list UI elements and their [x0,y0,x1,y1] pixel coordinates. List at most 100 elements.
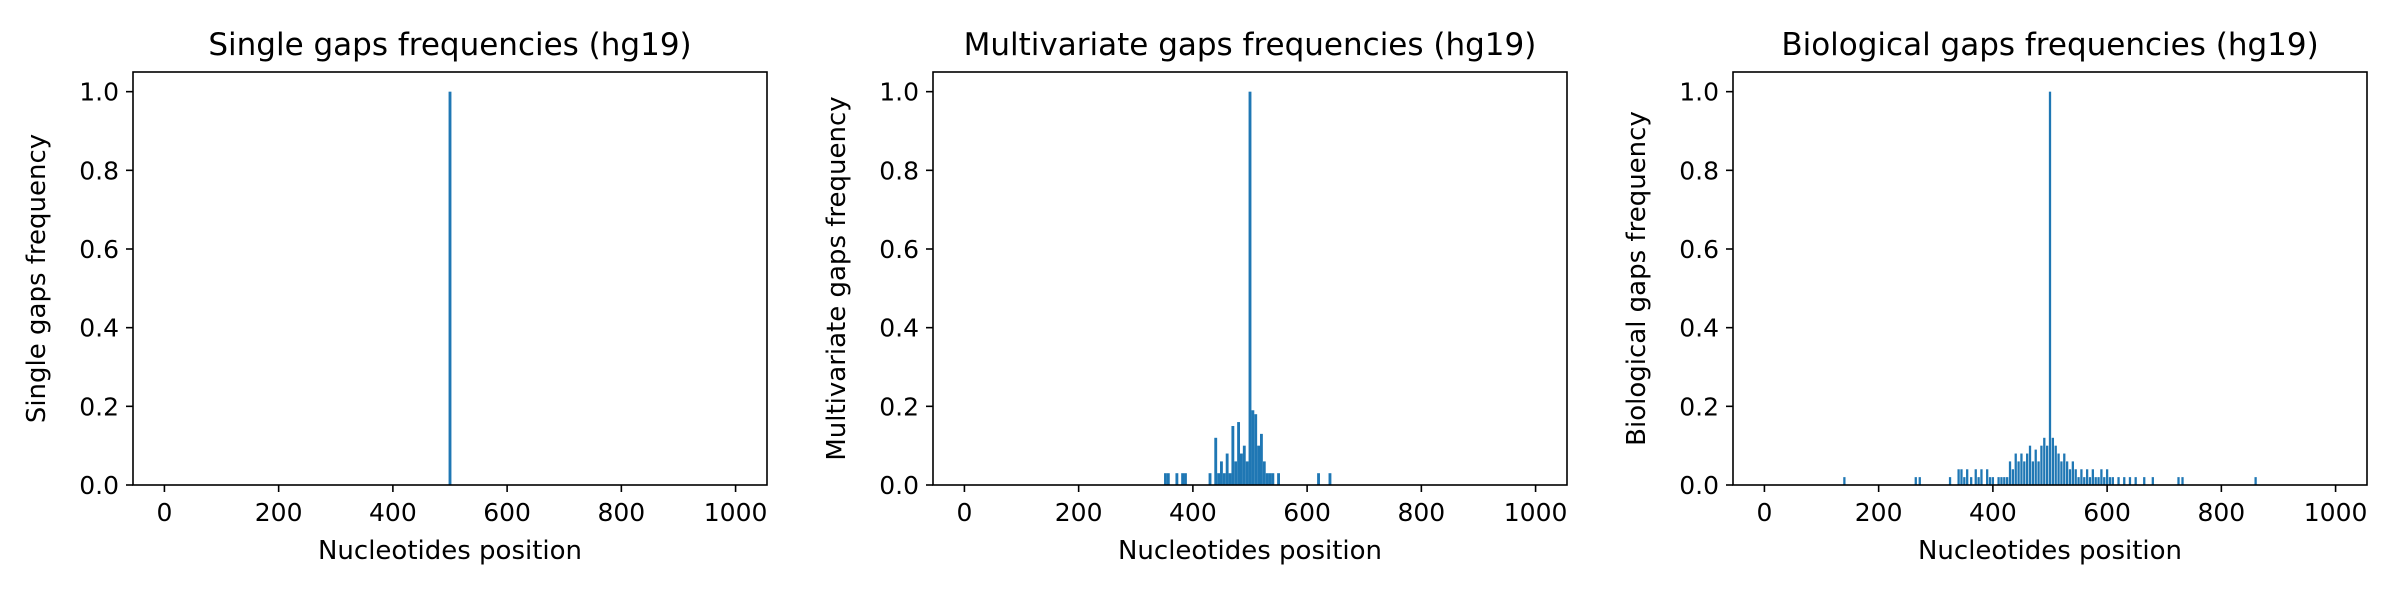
bar [1948,477,1952,485]
x-tick-label: 400 [1969,498,2017,527]
x-tick-label: 600 [483,498,531,527]
bar [2128,477,2132,485]
bar [1268,473,1272,485]
bar [2040,445,2043,485]
x-tick-label: 0 [1756,498,1772,527]
bar [2031,461,2035,485]
bar [2034,449,2037,485]
bar [2037,461,2040,485]
x-tick-label: 0 [156,498,172,527]
bar [448,91,452,486]
bar [1963,477,1966,485]
y-tick-label: 0.2 [79,392,119,421]
y-axis-label: Biological gaps frequency [1622,111,1652,446]
bar [1251,410,1255,485]
bar [2091,469,2094,485]
bar [1181,473,1185,485]
bar [1225,453,1229,485]
bar [1317,473,1320,485]
chart-title: Single gaps frequencies (hg19) [208,27,691,63]
y-tick-label: 0.4 [1679,314,1719,343]
bar [2151,477,2154,485]
y-axis-label: Multivariate gaps frequency [822,96,852,460]
y-tick-label: 0.8 [879,156,919,185]
bar [1214,437,1218,485]
bar [2080,469,2083,485]
multivariate-gaps-chart: 0 200 400 600 800 1000 0.0 0.2 0.4 0.6 0.8 1.0 Multi… [822,27,1568,566]
x-tick-label: 1000 [2304,498,2368,527]
x-tick-label: 0 [956,498,972,527]
y-tick-label: 0.0 [1679,471,1719,500]
bar [2103,477,2106,485]
y-tick-label: 1.0 [79,78,119,107]
x-tick-label: 1000 [1504,498,1568,527]
bar [1245,461,1249,485]
bar [2054,445,2057,485]
x-tick-label: 400 [1169,498,1217,527]
bar [2008,461,2012,485]
y-tick-label: 0.8 [1679,156,1719,185]
bar [1257,445,1260,485]
bar [1237,422,1241,485]
bar [2143,477,2146,485]
bar [2063,453,2066,485]
bar [1262,461,1266,485]
single-gaps-chart: 0 200 400 600 800 1000 0.0 0.2 0.4 0.6 0.8 1.0 Singl… [22,27,768,566]
bar [2083,477,2086,485]
bar [1914,477,1917,485]
bar [1234,461,1238,485]
bar [2134,477,2137,485]
bar [2000,477,2003,485]
bar [1164,473,1167,485]
x-tick-label: 800 [2197,498,2245,527]
bar [1217,473,1221,485]
bar [2097,477,2100,485]
bar [2060,461,2063,485]
x-axis-label: Nucleotides position [318,536,582,566]
bar [1175,473,1179,485]
y-tick-label: 0.0 [79,471,119,500]
bar [1208,473,1212,485]
y-tick-label: 0.6 [879,235,919,264]
bar [1970,477,1973,485]
bar [2085,469,2089,485]
bar [1277,473,1280,485]
bar [1240,453,1243,485]
x-tick-label: 1000 [704,498,768,527]
bar [1974,469,1977,485]
bar [1960,469,1963,485]
bar [1918,477,1921,485]
bar [1254,414,1258,485]
bar [1997,477,2000,485]
bar [2177,477,2180,485]
bar [1988,477,1992,485]
x-tick-label: 200 [1855,498,1903,527]
chart-title: Multivariate gaps frequencies (hg19) [964,27,1537,63]
y-tick-label: 0.2 [879,392,919,421]
bar [2088,477,2092,485]
plot-frame [132,71,768,486]
bar [2046,445,2049,485]
bar [2026,453,2029,485]
x-tick-label: 800 [1397,498,1445,527]
y-tick-label: 0.4 [879,314,919,343]
bar [1991,477,1995,485]
y-tick-label: 0.2 [1679,392,1719,421]
bar [2074,469,2077,485]
plot-frame [932,71,1568,486]
y-tick-label: 0.4 [79,314,119,343]
bar [1222,473,1226,485]
bar [1248,91,1252,486]
bar [2028,445,2032,485]
bar [2123,477,2126,485]
bar [1184,473,1187,485]
bar [2068,469,2072,485]
bar [1231,426,1235,485]
bar [2051,437,2054,485]
bar [2105,469,2109,485]
bar [1265,473,1269,485]
bar [2077,477,2080,485]
bar [2006,477,2009,485]
bar [2181,477,2184,485]
